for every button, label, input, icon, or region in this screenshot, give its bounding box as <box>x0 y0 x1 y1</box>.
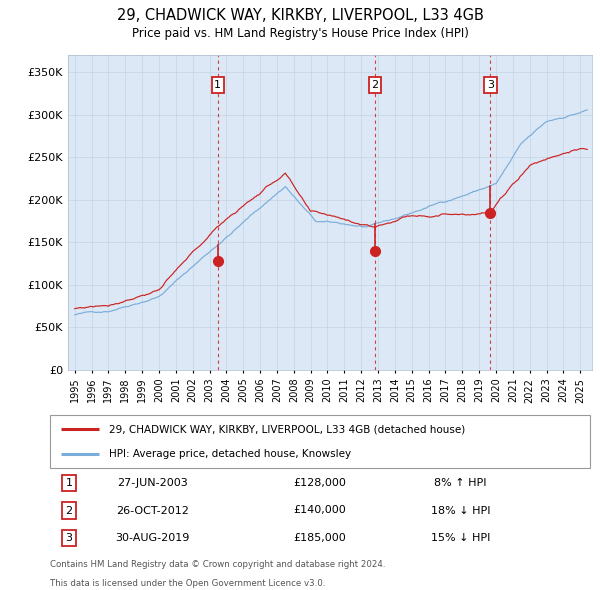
Text: 3: 3 <box>65 533 73 543</box>
Text: HPI: Average price, detached house, Knowsley: HPI: Average price, detached house, Know… <box>109 448 352 458</box>
Text: 2: 2 <box>65 506 73 516</box>
Text: 30-AUG-2019: 30-AUG-2019 <box>115 533 190 543</box>
Text: 8% ↑ HPI: 8% ↑ HPI <box>434 478 487 489</box>
Text: £128,000: £128,000 <box>293 478 346 489</box>
Text: 26-OCT-2012: 26-OCT-2012 <box>116 506 189 516</box>
Text: 3: 3 <box>487 80 494 90</box>
Text: 18% ↓ HPI: 18% ↓ HPI <box>431 506 490 516</box>
Text: £140,000: £140,000 <box>293 506 346 516</box>
Text: £185,000: £185,000 <box>293 533 346 543</box>
Text: 29, CHADWICK WAY, KIRKBY, LIVERPOOL, L33 4GB: 29, CHADWICK WAY, KIRKBY, LIVERPOOL, L33… <box>116 8 484 23</box>
Text: 1: 1 <box>214 80 221 90</box>
FancyBboxPatch shape <box>50 415 590 468</box>
Text: 1: 1 <box>65 478 73 489</box>
Text: 15% ↓ HPI: 15% ↓ HPI <box>431 533 490 543</box>
Text: Contains HM Land Registry data © Crown copyright and database right 2024.: Contains HM Land Registry data © Crown c… <box>50 560 386 569</box>
Text: 29, CHADWICK WAY, KIRKBY, LIVERPOOL, L33 4GB (detached house): 29, CHADWICK WAY, KIRKBY, LIVERPOOL, L33… <box>109 424 466 434</box>
Text: 27-JUN-2003: 27-JUN-2003 <box>117 478 188 489</box>
Text: This data is licensed under the Open Government Licence v3.0.: This data is licensed under the Open Gov… <box>50 579 325 588</box>
Text: Price paid vs. HM Land Registry's House Price Index (HPI): Price paid vs. HM Land Registry's House … <box>131 27 469 40</box>
Text: 2: 2 <box>371 80 379 90</box>
